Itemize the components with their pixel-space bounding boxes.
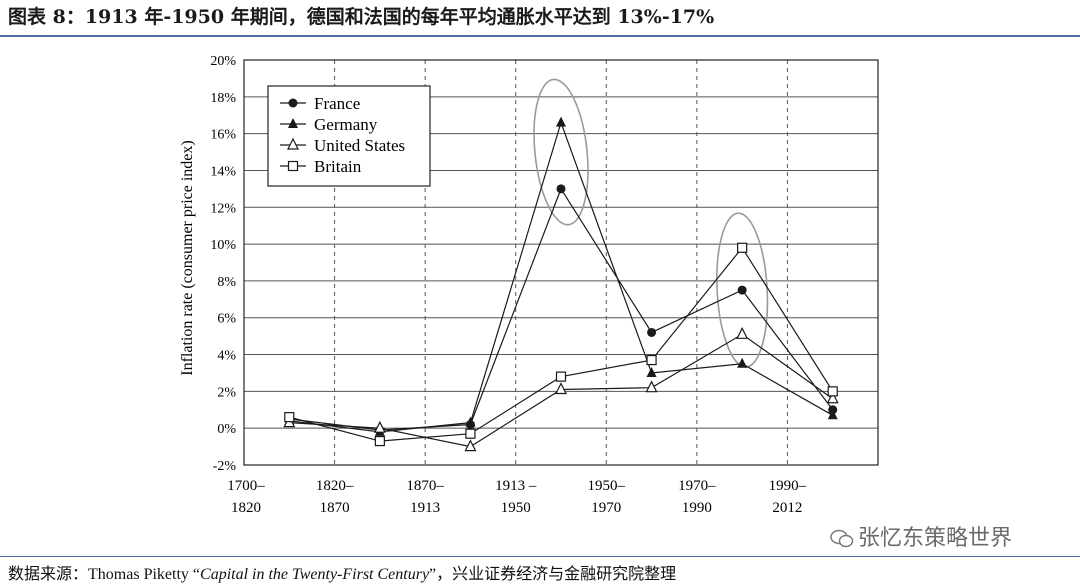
title-rule xyxy=(0,35,1080,37)
y-tick-label: 6% xyxy=(217,312,236,327)
data-point-germany xyxy=(827,409,838,420)
source-open-quote: “ xyxy=(192,566,201,583)
data-point-france xyxy=(556,184,566,194)
data-point-france xyxy=(737,285,747,295)
data-point-united-states xyxy=(826,391,839,404)
legend-marker xyxy=(288,98,298,108)
source-prefix: 数据来源： xyxy=(8,564,89,583)
data-point-britain xyxy=(827,386,838,397)
watermark-text: 张忆东策略世界 xyxy=(858,526,1013,551)
wechat-icon xyxy=(830,529,854,548)
source-rule xyxy=(0,556,1080,557)
source-close-quote: ” xyxy=(429,566,437,583)
legend-marker xyxy=(287,137,299,150)
source-author: Thomas Piketty xyxy=(88,566,189,583)
data-point-united-states xyxy=(464,439,477,452)
inflation-line-chart: 20% 18% 16% 14% 12% 10% 8% 6% 4% 2% 0% -2% 1700– 1820… xyxy=(179,54,879,516)
source-note: 数据来源：Thomas Piketty “Capital in the Twen… xyxy=(8,560,676,584)
data-point-united-states xyxy=(555,382,567,395)
y-tick-label: 16% xyxy=(210,128,236,143)
data-point-united-states xyxy=(736,326,749,339)
x-tick-label: 1700– xyxy=(227,478,265,494)
legend-label: France xyxy=(314,94,360,113)
watermark: 张忆东策略世界 xyxy=(830,520,1012,552)
x-tick-label: 1990– xyxy=(769,478,807,494)
data-point-britain xyxy=(465,428,476,439)
legend-marker xyxy=(287,160,299,172)
data-point-britain xyxy=(737,242,748,253)
legend-label: United States xyxy=(314,136,405,155)
y-tick-label: 4% xyxy=(217,349,236,364)
x-tick-label: 1970 xyxy=(591,500,621,516)
legend-label: Germany xyxy=(314,115,378,134)
x-tick-label: 1820– xyxy=(316,478,354,494)
y-tick-label: 12% xyxy=(210,201,236,216)
y-tick-label: 18% xyxy=(210,91,236,106)
x-tick-label: 2012 xyxy=(772,500,802,516)
data-point-germany xyxy=(646,366,657,377)
figure-title: 图表 8：1913 年-1950 年期间，德国和法国的每年平均通胀水平达到 13… xyxy=(8,6,715,28)
x-tick-label: 1913 – xyxy=(495,478,537,494)
y-tick-label: 10% xyxy=(210,238,236,253)
data-point-united-states xyxy=(645,380,658,393)
data-point-britain xyxy=(374,435,385,447)
y-axis-label: Inflation rate (consumer price index) xyxy=(179,140,196,375)
axis-layer: 20% 18% 16% 14% 12% 10% 8% 6% 4% 2% 0% -2% 1700– 1820… xyxy=(210,54,879,516)
x-tick-label: 1950– xyxy=(588,478,626,494)
x-tick-label: 1950 xyxy=(501,500,531,516)
data-point-britain xyxy=(555,371,567,382)
x-tick-label: 1820 xyxy=(231,500,261,516)
data-point-united-states xyxy=(373,420,386,433)
highlight-layer xyxy=(533,78,769,368)
x-tick-label: 1870 xyxy=(320,500,350,516)
x-tick-label: 1870– xyxy=(406,478,444,494)
x-tick-label: 1970– xyxy=(678,478,716,494)
data-point-germany xyxy=(556,116,566,127)
series-line-britain xyxy=(289,246,834,442)
legend: France Germany United States Britain xyxy=(267,85,431,187)
x-tick-label: 1913 xyxy=(410,500,440,516)
y-tick-label: 20% xyxy=(210,54,236,69)
data-point-britain xyxy=(284,412,295,423)
legend-label: Britain xyxy=(314,157,362,176)
data-point-britain xyxy=(646,354,657,366)
source-suffix: ，兴业证券经济与金融研究院整理 xyxy=(436,564,677,583)
y-tick-label: -2% xyxy=(213,459,237,474)
legend-marker xyxy=(288,118,298,128)
x-tick-label: 1990 xyxy=(682,500,712,516)
highlight-ellipse xyxy=(533,78,589,226)
data-point-germany xyxy=(737,357,748,368)
y-tick-label: 8% xyxy=(217,275,236,290)
source-book: Capital in the Twenty-First Century xyxy=(200,566,430,583)
data-point-france xyxy=(647,327,657,337)
series-layer xyxy=(283,116,839,452)
y-tick-label: 0% xyxy=(217,422,236,437)
y-tick-label: 2% xyxy=(217,385,236,400)
plot-frame xyxy=(243,59,879,466)
y-tick-label: 14% xyxy=(210,164,236,179)
data-point-germany xyxy=(465,416,476,427)
